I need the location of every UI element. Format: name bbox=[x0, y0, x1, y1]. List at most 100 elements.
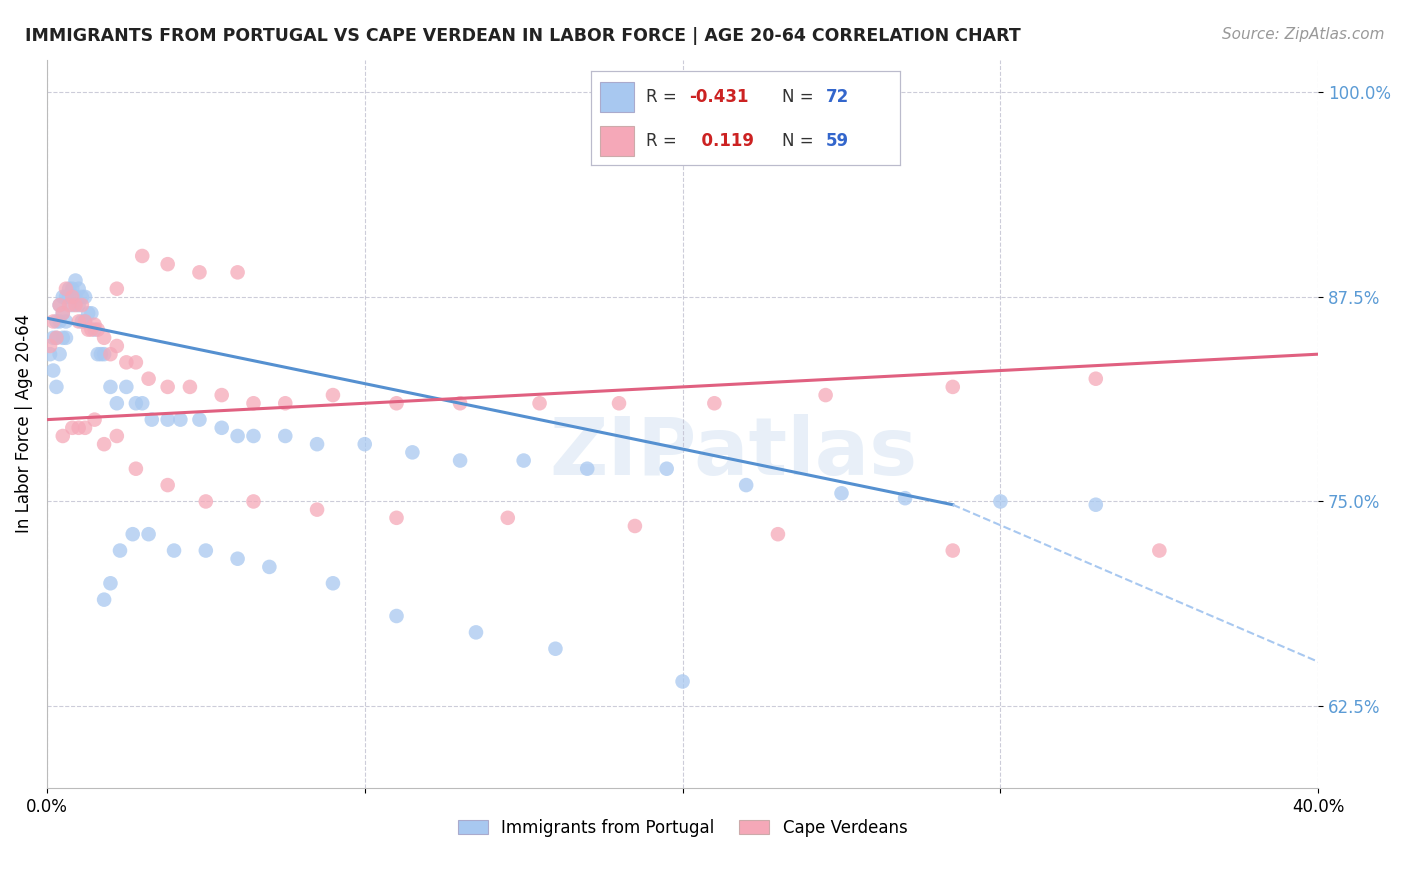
Point bbox=[60, 298, 83, 312]
Text: 72: 72 bbox=[825, 87, 849, 105]
Point bbox=[125, 355, 148, 369]
Point bbox=[307, 437, 329, 451]
Point bbox=[55, 290, 77, 304]
Point bbox=[55, 331, 77, 345]
Point bbox=[125, 461, 148, 475]
Point bbox=[52, 306, 75, 320]
Point bbox=[93, 347, 115, 361]
Text: ZIPatlas: ZIPatlas bbox=[550, 414, 918, 491]
Point bbox=[77, 306, 100, 320]
Point bbox=[105, 429, 128, 443]
Point bbox=[990, 494, 1012, 508]
Point bbox=[80, 323, 103, 337]
Point bbox=[449, 453, 471, 467]
Point bbox=[322, 576, 344, 591]
Point bbox=[105, 282, 128, 296]
Point bbox=[108, 543, 131, 558]
Point bbox=[45, 314, 67, 328]
Point bbox=[42, 363, 65, 377]
Point bbox=[65, 298, 87, 312]
Point bbox=[894, 491, 917, 505]
Point bbox=[274, 429, 297, 443]
Point bbox=[942, 380, 965, 394]
Point bbox=[1084, 498, 1107, 512]
Point bbox=[77, 323, 100, 337]
Point bbox=[529, 396, 551, 410]
Point bbox=[45, 331, 67, 345]
Point bbox=[655, 461, 678, 475]
Point bbox=[169, 412, 191, 426]
Point bbox=[131, 396, 153, 410]
Point bbox=[39, 339, 62, 353]
Point bbox=[156, 412, 179, 426]
Point bbox=[115, 380, 138, 394]
Point bbox=[188, 265, 211, 279]
Point bbox=[42, 331, 65, 345]
FancyBboxPatch shape bbox=[600, 126, 634, 156]
Point bbox=[211, 421, 233, 435]
Point bbox=[45, 380, 67, 394]
Point bbox=[105, 396, 128, 410]
Point bbox=[831, 486, 853, 500]
Text: R =: R = bbox=[647, 132, 682, 150]
Point bbox=[87, 347, 110, 361]
Point bbox=[188, 412, 211, 426]
Point bbox=[55, 282, 77, 296]
Point bbox=[942, 543, 965, 558]
Point bbox=[105, 339, 128, 353]
Point bbox=[211, 388, 233, 402]
Point bbox=[83, 323, 105, 337]
Point bbox=[385, 609, 408, 624]
Point bbox=[401, 445, 423, 459]
Point bbox=[179, 380, 201, 394]
Point bbox=[115, 355, 138, 369]
Point bbox=[73, 314, 96, 328]
Point bbox=[274, 396, 297, 410]
Point bbox=[48, 347, 70, 361]
Point bbox=[52, 331, 75, 345]
Point bbox=[512, 453, 534, 467]
Point bbox=[55, 314, 77, 328]
Point bbox=[814, 388, 837, 402]
Point bbox=[307, 502, 329, 516]
Point bbox=[45, 331, 67, 345]
Point bbox=[766, 527, 789, 541]
Point bbox=[624, 519, 647, 533]
Point bbox=[194, 494, 217, 508]
Point bbox=[80, 306, 103, 320]
Point bbox=[576, 461, 599, 475]
Point bbox=[242, 396, 264, 410]
Point bbox=[226, 551, 249, 566]
Text: N =: N = bbox=[782, 132, 820, 150]
Point bbox=[67, 298, 90, 312]
Y-axis label: In Labor Force | Age 20-64: In Labor Force | Age 20-64 bbox=[15, 314, 32, 533]
Point bbox=[60, 282, 83, 296]
Point bbox=[242, 494, 264, 508]
Point bbox=[83, 412, 105, 426]
Point bbox=[73, 290, 96, 304]
Point bbox=[496, 511, 519, 525]
Point bbox=[449, 396, 471, 410]
Text: 0.119: 0.119 bbox=[689, 132, 754, 150]
Point bbox=[65, 273, 87, 287]
Text: N =: N = bbox=[782, 87, 820, 105]
Legend: Immigrants from Portugal, Cape Verdeans: Immigrants from Portugal, Cape Verdeans bbox=[450, 810, 915, 845]
Point bbox=[385, 396, 408, 410]
Point bbox=[67, 282, 90, 296]
Point bbox=[156, 380, 179, 394]
Point bbox=[67, 314, 90, 328]
Point bbox=[60, 290, 83, 304]
Point bbox=[58, 282, 80, 296]
Text: Source: ZipAtlas.com: Source: ZipAtlas.com bbox=[1222, 27, 1385, 42]
Point bbox=[93, 592, 115, 607]
Point bbox=[353, 437, 375, 451]
Point bbox=[93, 331, 115, 345]
Point bbox=[48, 314, 70, 328]
Point bbox=[141, 412, 163, 426]
Point bbox=[83, 318, 105, 332]
Point bbox=[226, 265, 249, 279]
Point bbox=[48, 298, 70, 312]
Point bbox=[322, 388, 344, 402]
Point bbox=[1084, 372, 1107, 386]
Point bbox=[131, 249, 153, 263]
